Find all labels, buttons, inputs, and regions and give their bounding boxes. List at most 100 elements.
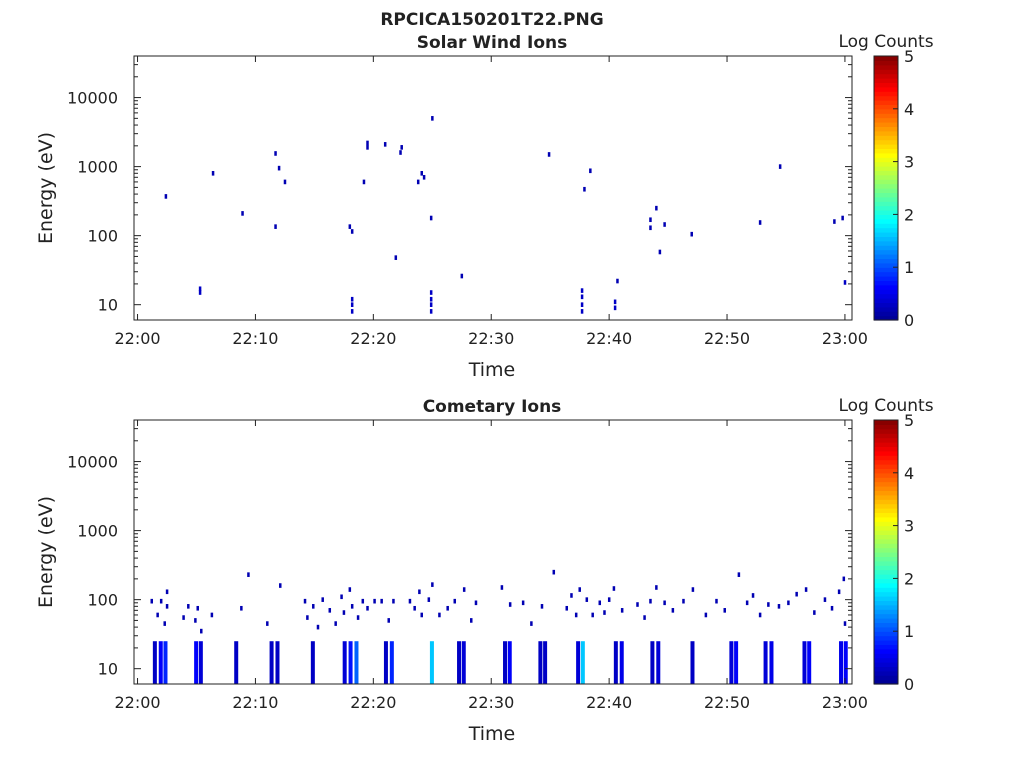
data-cell — [383, 142, 387, 147]
data-column — [342, 641, 347, 684]
colorbar-swatch — [874, 538, 898, 544]
x-tick-label: 23:00 — [822, 329, 868, 348]
colorbar-swatch — [874, 530, 898, 535]
colorbar-swatch — [874, 662, 898, 667]
colorbar-swatch — [874, 69, 898, 75]
x-tick-label: 22:10 — [232, 693, 278, 712]
colorbar-swatch — [874, 525, 898, 531]
colorbar-swatch — [874, 591, 898, 597]
x-tick-label: 22:30 — [468, 329, 514, 348]
data-cell — [767, 602, 770, 607]
colorbar-tick-label: 5 — [904, 47, 914, 66]
colorbar-swatch — [874, 161, 898, 167]
data-cell — [340, 594, 343, 600]
colorbar-swatch — [874, 183, 898, 189]
colorbar-swatch — [874, 464, 898, 469]
data-cell — [413, 605, 416, 611]
data-column — [163, 641, 168, 684]
data-cell — [247, 572, 250, 577]
colorbar-swatch — [874, 201, 898, 207]
colorbar-swatch — [874, 73, 898, 79]
data-cell — [607, 597, 611, 602]
x-tick-label: 22:20 — [350, 329, 396, 348]
data-column — [538, 641, 543, 684]
data-cell — [655, 585, 658, 590]
colorbar-tick-label: 4 — [904, 464, 914, 483]
panel-solar-wind-ions: Solar Wind Ions 22:00 22:10 22:20 22:30 22:4… — [35, 32, 934, 381]
data-cell — [420, 612, 423, 618]
colorbar-swatch — [874, 214, 898, 220]
data-cell — [682, 598, 685, 604]
y-tick-label: 100 — [87, 227, 118, 246]
colorbar-tick-label: 3 — [904, 517, 914, 536]
x-tick-label: 23:00 — [822, 693, 868, 712]
data-cell — [361, 598, 365, 604]
colorbar-swatch — [874, 420, 898, 425]
panel-cometary-ions: Cometary Ions 22:00 22:10 22:20 22:30 22:40 2… — [35, 396, 934, 745]
data-cell — [240, 605, 243, 611]
y-tick-label: 100 — [87, 591, 118, 610]
data-cell — [165, 604, 169, 609]
data-cell — [350, 296, 354, 302]
data-cell — [277, 165, 281, 171]
colorbar-swatch — [874, 280, 898, 286]
data-column — [690, 641, 695, 684]
data-column — [839, 641, 844, 684]
y-tick-label: 10000 — [67, 453, 118, 472]
colorbar-swatch — [874, 560, 898, 566]
colorbar-swatch — [874, 455, 898, 461]
data-cell — [795, 591, 798, 597]
data-cell — [274, 151, 277, 156]
colorbar-swatch — [874, 433, 898, 439]
colorbar-swatch — [874, 166, 898, 171]
colorbar-swatch — [874, 240, 898, 246]
data-column — [198, 641, 203, 684]
data-cell — [429, 302, 433, 307]
colorbar-swatch — [874, 78, 898, 83]
data-cell — [348, 587, 352, 592]
data-cell — [837, 589, 841, 595]
y-tick-label: 10 — [98, 296, 118, 315]
colorbar-swatch — [874, 315, 898, 321]
data-cell — [156, 612, 159, 618]
colorbar-swatch — [874, 450, 898, 456]
colorbar-swatch — [874, 569, 898, 575]
colorbar-swatch — [874, 157, 898, 163]
x-tick-label: 22:40 — [586, 693, 632, 712]
colorbar-swatch — [874, 609, 898, 615]
colorbar-swatch — [874, 91, 898, 97]
colorbar-tick-label: 4 — [904, 100, 914, 119]
data-cell — [427, 597, 431, 602]
data-cell — [663, 600, 666, 606]
colorbar-swatch — [874, 262, 898, 268]
colorbar-swatch — [874, 95, 898, 101]
y-tick-label: 10 — [98, 660, 118, 679]
data-cell — [366, 145, 369, 150]
colorbar-swatch — [874, 675, 898, 681]
data-cell — [649, 225, 652, 231]
data-column — [269, 641, 274, 684]
colorbar-swatch — [874, 499, 898, 505]
data-cell — [266, 621, 269, 626]
data-cell — [565, 605, 569, 611]
data-cell — [431, 116, 434, 121]
y-axis-label: Energy (eV) — [35, 132, 57, 244]
data-column — [656, 641, 661, 684]
data-cell — [616, 278, 619, 284]
colorbar-swatch — [874, 459, 898, 465]
data-cell — [589, 168, 592, 174]
colorbar-tick-label: 2 — [904, 205, 914, 224]
data-column — [234, 641, 239, 684]
data-cell — [211, 170, 215, 176]
colorbar-swatch — [874, 679, 898, 685]
colorbar-swatch — [874, 64, 898, 70]
data-cell — [194, 618, 197, 623]
colorbar-swatch — [874, 245, 898, 251]
data-cell — [500, 585, 504, 590]
data-column — [763, 641, 768, 684]
colorbar-swatch — [874, 556, 898, 562]
colorbar-swatch — [874, 82, 898, 88]
data-column — [383, 641, 388, 684]
data-cell — [778, 164, 782, 169]
colorbar-swatch — [874, 508, 898, 513]
